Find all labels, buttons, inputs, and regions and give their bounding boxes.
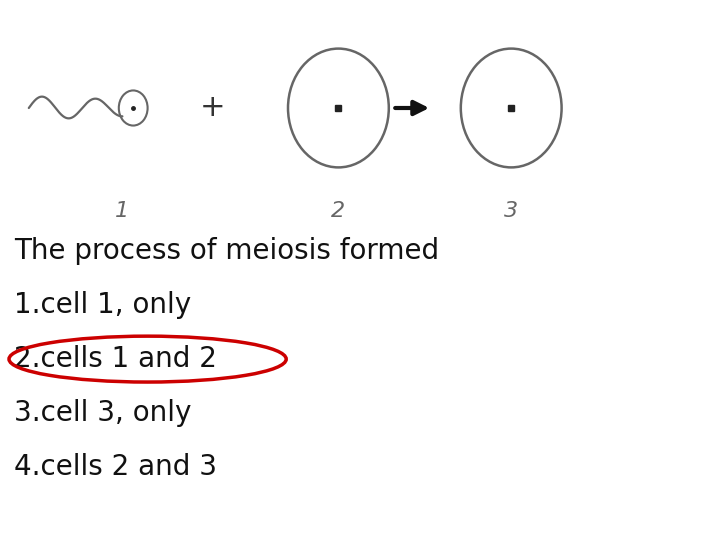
Text: 3: 3 (504, 200, 518, 221)
Text: 4.cells 2 and 3: 4.cells 2 and 3 (14, 453, 217, 481)
Text: 3.cell 3, only: 3.cell 3, only (14, 399, 192, 427)
Text: 2: 2 (331, 200, 346, 221)
Text: 1.cell 1, only: 1.cell 1, only (14, 291, 192, 319)
Text: +: + (199, 93, 225, 123)
Text: 1: 1 (115, 200, 130, 221)
Text: 2.cells 1 and 2: 2.cells 1 and 2 (14, 345, 217, 373)
Text: The process of meiosis formed: The process of meiosis formed (14, 237, 439, 265)
